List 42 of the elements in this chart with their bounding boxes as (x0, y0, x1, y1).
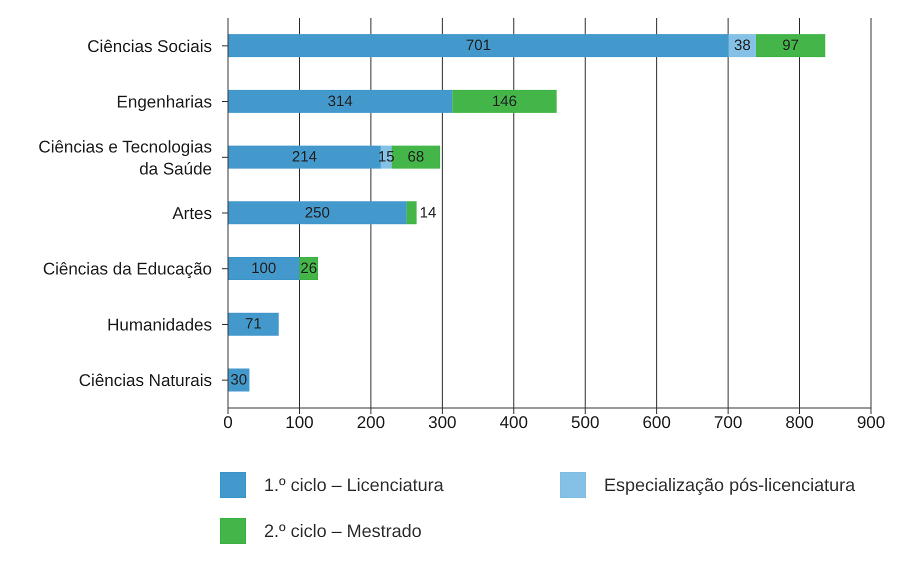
x-tick-label: 600 (642, 413, 671, 432)
x-tick-label: 700 (714, 413, 742, 432)
bar (756, 34, 826, 58)
y-tick-label: Artes (172, 204, 212, 222)
data-label: 38 (734, 37, 751, 54)
data-label: 100 (251, 260, 276, 278)
bar (406, 201, 417, 224)
data-label: 214 (292, 148, 317, 166)
legend-label: 2.º ciclo – Mestrado (264, 520, 422, 542)
data-label: 701 (466, 37, 491, 54)
y-tick-label: Ciências Naturais (78, 370, 212, 390)
x-tick-label: 100 (285, 413, 314, 432)
bar (228, 146, 381, 169)
data-label: 71 (245, 316, 262, 333)
bar (228, 312, 279, 336)
y-tick-label: Humanidades (107, 314, 212, 334)
bar (228, 34, 729, 58)
bar (452, 90, 557, 113)
y-tick-label: Ciências e Tecnologias da Saúde (38, 136, 212, 178)
x-tick-label: 0 (223, 413, 233, 432)
x-tick-label: 800 (785, 413, 814, 432)
legend-label: 1.º ciclo – Licenciatura (264, 474, 444, 496)
data-label: 146 (492, 92, 518, 110)
y-tick-label: Engenharias (116, 92, 212, 112)
data-label: 97 (782, 37, 799, 54)
data-label: 30 (230, 371, 248, 388)
bar (228, 90, 452, 113)
x-tick-label: 900 (856, 413, 886, 432)
x-tick-label: 300 (428, 413, 457, 432)
y-tick-label: Ciências da Educação (42, 259, 212, 278)
data-label: 26 (300, 260, 318, 278)
bar (228, 257, 300, 280)
bar (228, 201, 407, 224)
data-label: 68 (408, 148, 424, 166)
x-tick-label: 200 (356, 413, 386, 432)
x-tick-label: 500 (571, 413, 600, 432)
x-tick-label: 400 (500, 413, 528, 432)
legend-label: Especialização pós-licenciatura (604, 474, 856, 496)
data-label: 314 (328, 92, 353, 110)
data-label: 14 (420, 204, 436, 222)
y-tick-label: Ciências Sociais (87, 36, 212, 56)
data-label: 250 (304, 204, 330, 222)
